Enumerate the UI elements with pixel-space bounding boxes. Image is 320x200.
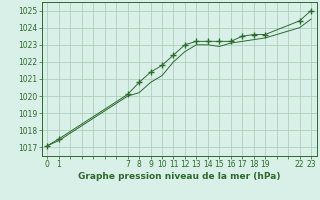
X-axis label: Graphe pression niveau de la mer (hPa): Graphe pression niveau de la mer (hPa) xyxy=(78,172,280,181)
